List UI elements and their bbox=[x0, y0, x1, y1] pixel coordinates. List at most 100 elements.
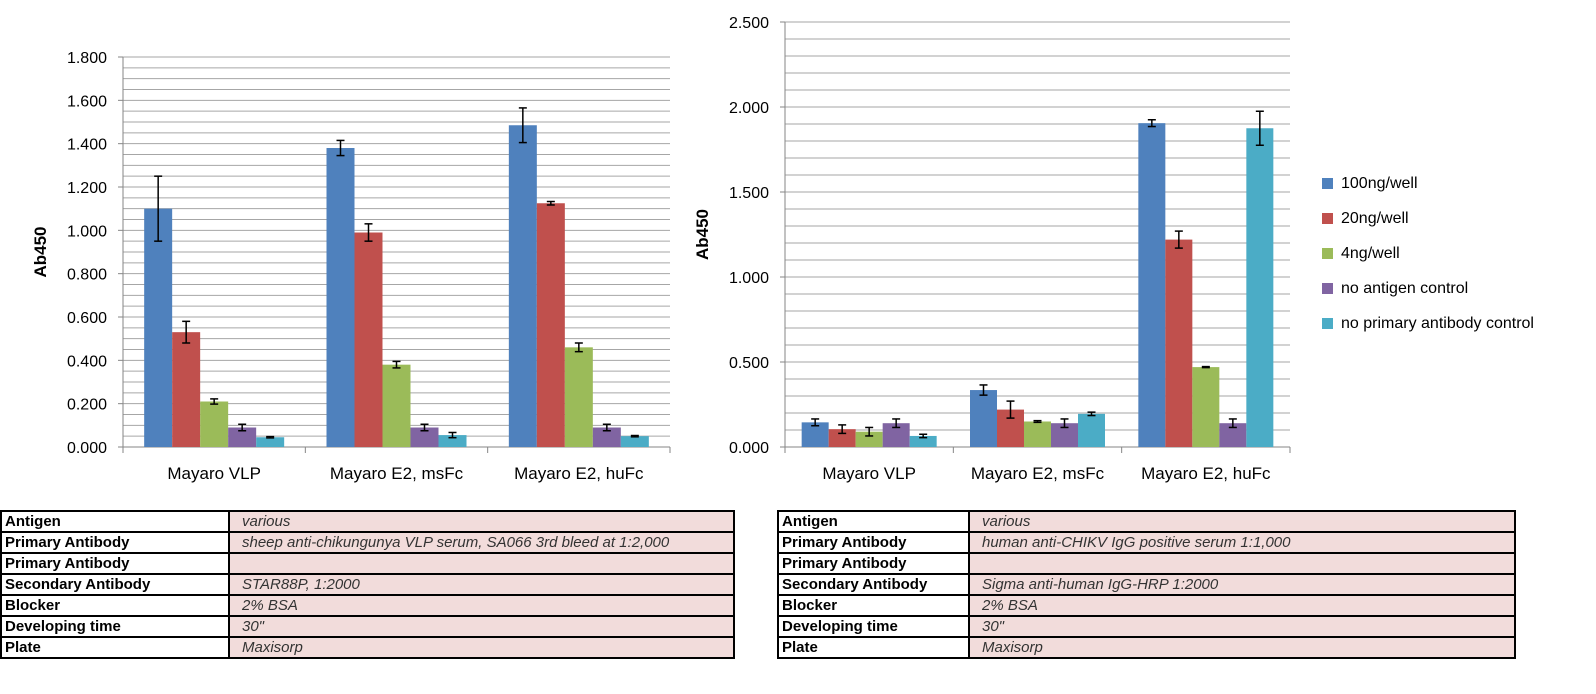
bar bbox=[970, 390, 997, 447]
row-value: Maxisorp bbox=[228, 636, 735, 659]
row-key: Primary Antibody bbox=[777, 531, 970, 554]
bar bbox=[326, 148, 355, 447]
table-row: Primary Antibody human anti-CHIKV IgG pos… bbox=[777, 531, 1516, 554]
row-key: Developing time bbox=[777, 615, 970, 638]
bar bbox=[1192, 367, 1220, 447]
row-value: 2% BSA bbox=[968, 594, 1516, 617]
bar bbox=[828, 429, 856, 447]
x-category-label: Mayaro VLP bbox=[167, 464, 261, 483]
table-row: Antigen various bbox=[777, 510, 1516, 533]
y-tick-label: 2.500 bbox=[729, 15, 769, 32]
legend-label: no antigen control bbox=[1341, 279, 1469, 297]
bar bbox=[1246, 128, 1274, 447]
row-value: human anti-CHIKV IgG positive serum 1:1,… bbox=[968, 531, 1516, 554]
legend-swatch bbox=[1322, 248, 1333, 259]
row-key: Primary Antibody bbox=[0, 531, 230, 554]
legend-label: 100ng/well bbox=[1341, 174, 1418, 192]
legend-swatch bbox=[1322, 318, 1333, 329]
row-value bbox=[968, 552, 1516, 575]
row-key: Blocker bbox=[0, 594, 230, 617]
x-category-label: Mayaro E2, msFc bbox=[971, 464, 1105, 483]
legend-item-100ng: 100ng/well bbox=[1322, 166, 1534, 201]
y-tick-label: 1.500 bbox=[729, 185, 769, 202]
table-row: Secondary Antibody Sigma anti-human IgG-H… bbox=[777, 573, 1516, 596]
row-value: various bbox=[228, 510, 735, 533]
row-value: Sigma anti-human IgG-HRP 1:2000 bbox=[968, 573, 1516, 596]
y-axis-title: Ab450 bbox=[31, 226, 50, 277]
chart-legend: 100ng/well 20ng/well 4ng/well no antigen… bbox=[1322, 166, 1534, 341]
bar bbox=[1138, 123, 1166, 448]
row-key: Secondary Antibody bbox=[777, 573, 970, 596]
y-tick-label: 1.200 bbox=[67, 180, 107, 197]
bar bbox=[354, 232, 383, 447]
table-row: Plate Maxisorp bbox=[777, 636, 1516, 659]
table-row: Blocker 2% BSA bbox=[0, 594, 735, 617]
legend-item-no-antigen: no antigen control bbox=[1322, 271, 1534, 306]
bar bbox=[256, 437, 285, 447]
legend-label: no primary antibody control bbox=[1341, 314, 1534, 332]
row-value: Maxisorp bbox=[968, 636, 1516, 659]
y-tick-label: 1.000 bbox=[67, 223, 107, 240]
row-key: Primary Antibody bbox=[0, 552, 230, 575]
row-key: Secondary Antibody bbox=[0, 573, 230, 596]
legend-item-4ng: 4ng/well bbox=[1322, 236, 1534, 271]
legend-swatch bbox=[1322, 213, 1333, 224]
bar bbox=[200, 401, 229, 447]
legend-item-20ng: 20ng/well bbox=[1322, 201, 1534, 236]
table-row: Primary Antibody sheep anti-chikungunya V… bbox=[0, 531, 735, 554]
row-value: 30" bbox=[228, 615, 735, 638]
row-value: various bbox=[968, 510, 1516, 533]
table-row: Developing time 30" bbox=[0, 615, 735, 638]
left-conditions-table: Antigen various Primary Antibody sheep ant… bbox=[0, 510, 735, 659]
bar bbox=[882, 423, 910, 447]
row-key: Developing time bbox=[0, 615, 230, 638]
bar bbox=[144, 208, 173, 447]
y-tick-label: 1.400 bbox=[67, 137, 107, 154]
bar bbox=[438, 435, 467, 447]
y-axis-title: Ab450 bbox=[693, 209, 712, 260]
legend-swatch bbox=[1322, 283, 1333, 294]
row-key: Blocker bbox=[777, 594, 970, 617]
bar bbox=[1165, 239, 1193, 447]
bar bbox=[410, 427, 439, 447]
y-tick-label: 2.000 bbox=[729, 100, 769, 117]
bar bbox=[592, 427, 621, 447]
y-tick-label: 1.600 bbox=[67, 93, 107, 110]
bar bbox=[228, 427, 257, 447]
legend-label: 4ng/well bbox=[1341, 244, 1400, 262]
y-tick-label: 0.400 bbox=[67, 353, 107, 370]
bar bbox=[1078, 413, 1105, 447]
y-tick-label: 0.000 bbox=[67, 440, 107, 457]
bar bbox=[172, 332, 201, 447]
y-tick-label: 0.600 bbox=[67, 310, 107, 327]
legend-swatch bbox=[1322, 178, 1333, 189]
right-bar-chart: 0.000 0.500 1.000 1.500 2.000 2.500 Ab450 Mayar… bbox=[693, 15, 1291, 483]
legend-label: 20ng/well bbox=[1341, 209, 1409, 227]
y-tick-label: 0.800 bbox=[67, 267, 107, 284]
bar bbox=[1024, 421, 1051, 447]
y-tick-label: 0.200 bbox=[67, 397, 107, 414]
x-category-label: Mayaro VLP bbox=[822, 464, 916, 483]
row-value: 30" bbox=[968, 615, 1516, 638]
bar bbox=[1051, 423, 1078, 447]
table-row: Primary Antibody bbox=[777, 552, 1516, 575]
x-category-label: Mayaro E2, msFc bbox=[330, 464, 464, 483]
x-category-label: Mayaro E2, huFc bbox=[1141, 464, 1271, 483]
row-key: Plate bbox=[0, 636, 230, 659]
table-row: Secondary Antibody STAR88P, 1:2000 bbox=[0, 573, 735, 596]
legend-item-no-primary: no primary antibody control bbox=[1322, 306, 1534, 341]
bar bbox=[564, 347, 593, 447]
row-key: Primary Antibody bbox=[777, 552, 970, 575]
y-tick-label: 1.800 bbox=[67, 50, 107, 67]
row-key: Antigen bbox=[777, 510, 970, 533]
row-value bbox=[228, 552, 735, 575]
y-tick-label: 0.000 bbox=[729, 440, 769, 457]
bar bbox=[536, 203, 565, 447]
row-value: STAR88P, 1:2000 bbox=[228, 573, 735, 596]
y-tick-label: 1.000 bbox=[729, 270, 769, 287]
table-row: Antigen various bbox=[0, 510, 735, 533]
bar bbox=[909, 435, 937, 447]
left-bar-chart: 0.000 0.200 0.400 0.600 0.800 1.000 1.200 1.400… bbox=[31, 50, 671, 483]
row-key: Antigen bbox=[0, 510, 230, 533]
table-row: Primary Antibody bbox=[0, 552, 735, 575]
